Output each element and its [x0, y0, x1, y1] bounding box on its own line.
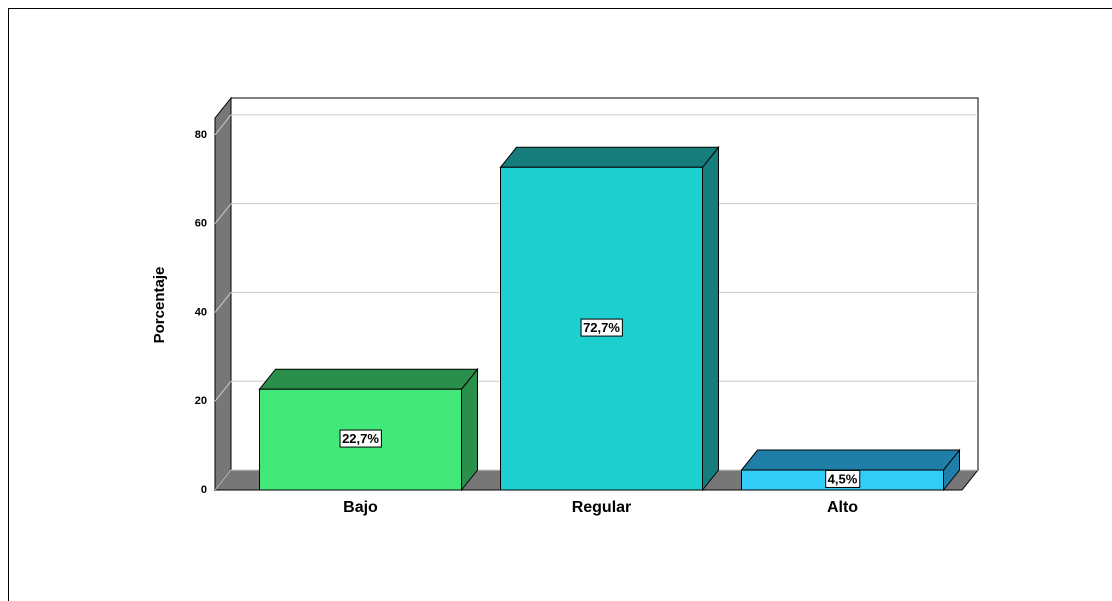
x-tick-label: Alto — [827, 499, 858, 516]
value-label-box — [580, 318, 623, 337]
bar-top — [258, 368, 479, 390]
y-tick-label: 60 — [195, 218, 207, 230]
y-axis-label: Porcentaje — [151, 267, 168, 344]
y-tick-label: 80 — [195, 129, 207, 141]
bar-top — [499, 146, 720, 168]
grid-line — [214, 292, 232, 313]
value-label-box — [825, 469, 861, 488]
y-tick-label: 20 — [195, 395, 207, 407]
grid-line — [214, 203, 232, 224]
value-label: 4,5% — [828, 471, 858, 486]
x-tick-label: Regular — [572, 499, 632, 516]
y-tick-label: 0 — [201, 484, 207, 496]
grid-line — [214, 469, 232, 491]
bar-side — [702, 145, 719, 492]
grid-line — [214, 114, 232, 136]
bar-top — [740, 449, 961, 471]
value-label-box — [339, 429, 382, 448]
y-tick-label: 40 — [195, 306, 207, 318]
x-tick-label: Bajo — [343, 499, 378, 516]
grid-line — [214, 380, 232, 402]
bar-side — [461, 367, 478, 492]
value-label: 72,7% — [583, 320, 620, 335]
left-wall — [214, 96, 232, 492]
value-label: 22,7% — [342, 431, 379, 446]
